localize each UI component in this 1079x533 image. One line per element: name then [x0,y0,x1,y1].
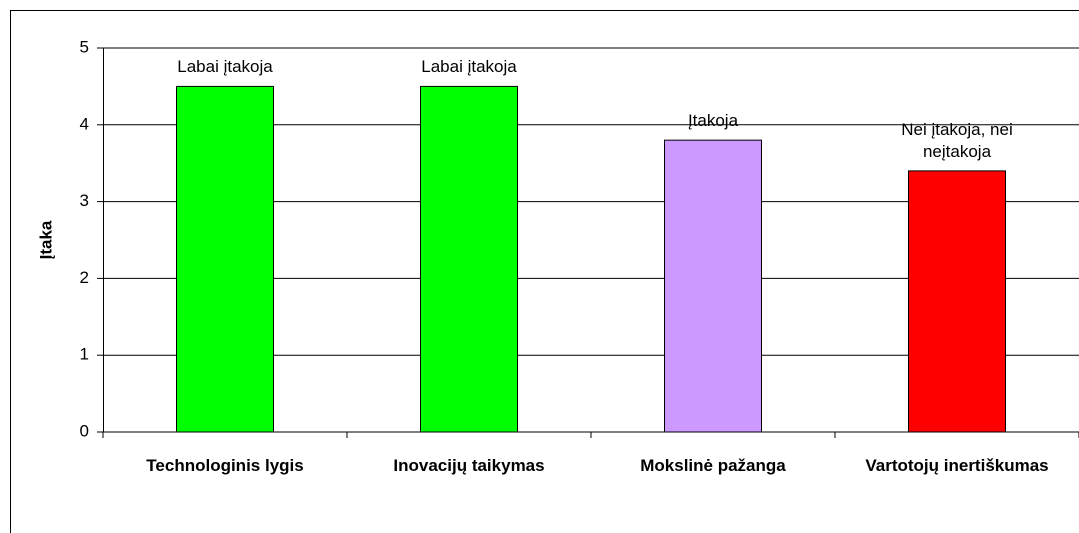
y-tick-label: 2 [80,268,89,287]
chart-border [10,10,1079,533]
x-tick-label: Mokslinė pažanga [640,456,786,475]
bar [908,170,1006,433]
bar-annotation: Įtakoja [687,111,739,131]
bar-annotation: Labai įtakoja [177,57,273,77]
y-tick-label: 1 [80,345,89,364]
x-tick-label: Vartotojų inertiškumas [865,456,1049,475]
bar [664,139,762,433]
x-tick-label: Inovacijų taikymas [393,456,545,475]
y-tick-label: 3 [80,191,89,210]
bar [176,85,274,433]
bar-annotation: Nei įtakoja, nei neįtakoja [901,119,1013,161]
x-tick-label: Technologinis lygis [146,456,304,475]
y-axis-label: Įtaka [36,220,55,259]
y-tick-label: 5 [80,37,89,56]
y-tick-label: 4 [80,114,89,133]
bar-annotation: Labai įtakoja [421,57,517,77]
y-tick-label: 0 [80,421,89,440]
bar [420,85,518,433]
